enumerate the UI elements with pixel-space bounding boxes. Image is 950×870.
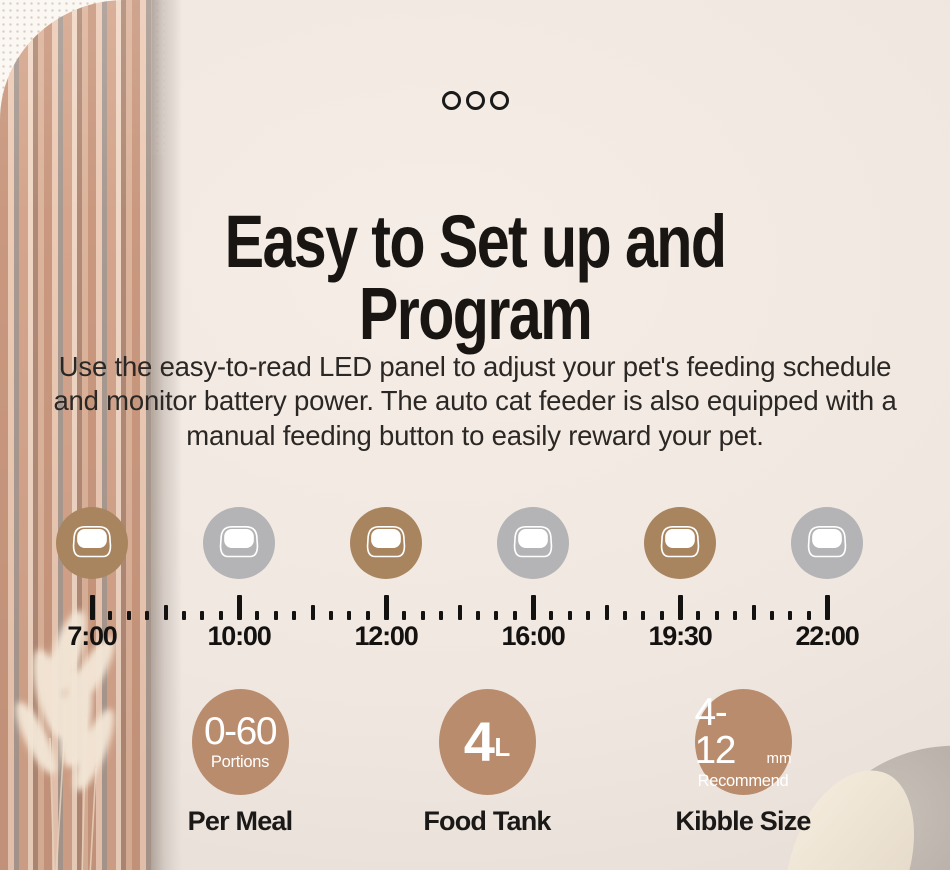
stat-badge: 4-12 mm Recommend: [694, 689, 792, 795]
minor-tick: [475, 611, 480, 620]
stat-value-row: 4-12 mm: [694, 690, 792, 772]
dot-icon: [465, 91, 485, 110]
minor-tick: [347, 611, 352, 620]
minor-tick: [181, 611, 186, 620]
minor-tick: [549, 611, 554, 620]
time-label: 16:00: [501, 621, 565, 651]
mid-tick: [604, 605, 609, 620]
minor-tick: [769, 611, 774, 620]
minor-tick: [806, 611, 811, 620]
stat-unit: mm: [766, 749, 792, 767]
minor-tick: [328, 611, 333, 620]
feeding-time-marker-active: [644, 507, 716, 579]
feeder-bowl-icon: [72, 525, 112, 558]
stat-value-row: 0-60: [203, 709, 278, 753]
mid-tick: [751, 605, 756, 620]
stat-value: 0-60: [203, 709, 278, 753]
stat-label: Per Meal: [187, 806, 293, 836]
minor-tick: [218, 611, 223, 620]
time-label: 12:00: [354, 621, 418, 651]
minor-tick: [622, 611, 627, 620]
panel-edge-shadow: [152, 0, 182, 870]
minor-tick: [733, 611, 738, 620]
page-title: Easy to Set up and Program: [95, 199, 855, 355]
time-label: 19:30: [648, 621, 712, 651]
feeding-time-marker-active: [350, 507, 422, 579]
minor-tick: [402, 611, 407, 620]
feeder-bowl-icon: [807, 525, 847, 558]
mid-tick: [457, 605, 462, 620]
stat-label: Food Tank: [423, 806, 551, 836]
pampas-grass-icon: [15, 610, 115, 870]
minor-tick: [494, 611, 499, 620]
minor-tick: [126, 611, 131, 620]
time-label: 22:00: [795, 621, 859, 651]
minor-tick: [696, 611, 701, 620]
stat-unit: L: [494, 732, 511, 762]
minor-tick: [255, 611, 260, 620]
feeding-time-marker: [203, 507, 275, 579]
minor-tick: [200, 611, 205, 620]
minor-tick: [420, 611, 425, 620]
minor-tick: [273, 611, 278, 620]
major-tick: [89, 595, 95, 620]
minor-tick: [788, 611, 793, 620]
feeding-time-marker-active: [56, 507, 128, 579]
feeding-time-marker: [791, 507, 863, 579]
feeder-bowl-icon: [219, 525, 259, 558]
minor-tick: [108, 611, 113, 620]
stat-badge: 0-60 Portions: [191, 689, 289, 795]
stat-label: Kibble Size: [675, 806, 811, 836]
major-tick: [677, 595, 683, 620]
feeder-bowl-icon: [660, 525, 700, 558]
stat-subtext: Recommend: [697, 771, 789, 790]
title-line-1: Easy to Set up and: [224, 199, 727, 283]
stat-value: 4-12: [694, 690, 737, 772]
minor-tick: [641, 611, 646, 620]
minor-tick: [512, 611, 517, 620]
feeding-time-marker: [497, 507, 569, 579]
time-label: 10:00: [207, 621, 271, 651]
minor-tick: [145, 611, 150, 620]
title-line-2: Program: [358, 271, 593, 355]
time-label: 7:00: [67, 621, 117, 651]
major-tick: [236, 595, 242, 620]
major-tick: [824, 595, 830, 620]
stat-subtext: Portions: [210, 752, 270, 771]
major-tick: [383, 595, 389, 620]
minor-tick: [714, 611, 719, 620]
three-dots-icon: [0, 91, 950, 110]
description-text: Use the easy-to-read LED panel to adjust…: [53, 350, 897, 451]
dot-icon: [441, 91, 461, 110]
minor-tick: [365, 611, 370, 620]
feeder-bowl-icon: [513, 525, 553, 558]
minor-tick: [586, 611, 591, 620]
minor-tick: [567, 611, 572, 620]
minor-tick: [292, 611, 297, 620]
major-tick: [530, 595, 536, 620]
stat-value: 4: [463, 710, 495, 773]
mid-tick: [310, 605, 315, 620]
dot-icon: [489, 91, 509, 110]
feeder-bowl-icon: [366, 525, 406, 558]
minor-tick: [659, 611, 664, 620]
mid-tick: [163, 605, 168, 620]
minor-tick: [439, 611, 444, 620]
